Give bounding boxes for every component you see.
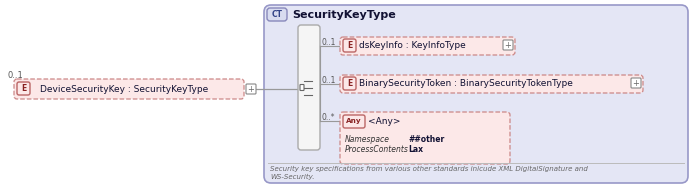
FancyBboxPatch shape [343, 39, 356, 52]
FancyBboxPatch shape [340, 75, 643, 93]
Text: Namespace: Namespace [345, 135, 390, 143]
Text: Any: Any [346, 118, 362, 124]
FancyBboxPatch shape [246, 84, 256, 94]
Text: Lax: Lax [408, 146, 423, 155]
FancyBboxPatch shape [340, 37, 515, 55]
Text: Security key specifications from various other standards inicude XML DigitalSign: Security key specifications from various… [270, 166, 588, 172]
Text: E: E [347, 79, 352, 88]
Text: +: + [633, 79, 640, 88]
Text: dsKeyInfo : KeyInfoType: dsKeyInfo : KeyInfoType [359, 41, 466, 50]
Text: E: E [347, 41, 352, 50]
Text: <Any>: <Any> [368, 118, 401, 127]
Text: +: + [247, 84, 254, 94]
Text: SecurityKeyType: SecurityKeyType [292, 9, 396, 20]
FancyBboxPatch shape [631, 78, 641, 88]
FancyBboxPatch shape [343, 77, 356, 90]
Text: BinarySecurityToken : BinarySecurityTokenType: BinarySecurityToken : BinarySecurityToke… [359, 79, 573, 89]
Text: +: + [505, 41, 511, 50]
FancyBboxPatch shape [264, 5, 688, 183]
FancyBboxPatch shape [267, 8, 287, 21]
FancyBboxPatch shape [14, 79, 244, 99]
FancyBboxPatch shape [298, 25, 320, 150]
Text: ProcessContents: ProcessContents [345, 146, 409, 155]
FancyBboxPatch shape [300, 84, 304, 90]
Text: 0..1: 0..1 [322, 38, 336, 47]
Text: 0..*: 0..* [322, 113, 335, 122]
Text: CT: CT [272, 10, 283, 19]
FancyBboxPatch shape [340, 112, 510, 164]
Text: 0..1: 0..1 [8, 70, 24, 79]
FancyBboxPatch shape [17, 82, 30, 95]
Text: DeviceSecurityKey : SecurityKeyType: DeviceSecurityKey : SecurityKeyType [40, 84, 209, 94]
Text: WS-Security.: WS-Security. [270, 174, 315, 180]
Text: E: E [21, 84, 26, 93]
Text: 0..1: 0..1 [322, 76, 336, 85]
FancyBboxPatch shape [343, 115, 365, 128]
Text: ##other: ##other [408, 135, 444, 143]
FancyBboxPatch shape [503, 40, 513, 50]
